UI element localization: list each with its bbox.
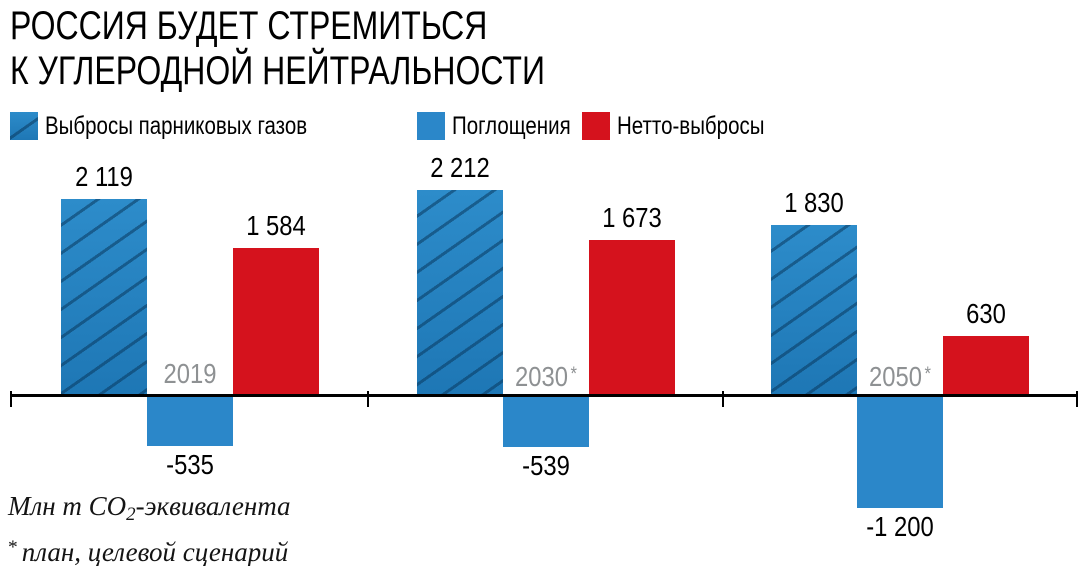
bar-net-2030 — [589, 240, 675, 394]
axis-tick — [722, 391, 724, 407]
footnotes: Млн т CO2-эквивалента * план, целевой сце… — [8, 490, 291, 566]
year-label-2050: 2050 * — [869, 361, 931, 392]
bar-emissions-2030 — [417, 190, 503, 394]
asterisk-note: * план, целевой сценарий — [8, 537, 289, 566]
bar-value-label-net-2019: 1 584 — [246, 210, 306, 241]
page-title: РОССИЯ БУДЕТ СТРЕМИТЬСЯ К УГЛЕРОДНОЙ НЕЙ… — [10, 4, 679, 94]
axis-tick — [367, 391, 369, 407]
bar-absorptions-2050 — [857, 397, 943, 508]
legend-label-absorptions: Поглощения — [452, 112, 571, 140]
axis-tick — [10, 391, 12, 407]
bar-value-label-absorptions-2019: -535 — [166, 449, 214, 480]
units-note: Млн т CO2-эквивалента — [8, 491, 291, 525]
bar-value-label-net-2030: 1 673 — [602, 202, 662, 233]
bar-emissions-2019 — [61, 199, 147, 394]
year-label-2019: 2019 — [163, 358, 217, 389]
legend-swatch-absorptions — [417, 112, 445, 140]
asterisk-icon: * — [570, 363, 577, 385]
bar-value-label-emissions-2030: 2 212 — [430, 152, 490, 183]
bar-value-label-emissions-2050: 1 830 — [784, 187, 844, 218]
bar-absorptions-2019 — [147, 397, 233, 446]
x-axis-line — [10, 394, 1077, 397]
legend-swatch-emissions — [10, 112, 38, 140]
bar-value-label-absorptions-2030: -539 — [522, 450, 570, 481]
subscript-2: 2 — [126, 504, 136, 525]
title-line-2: К УГЛЕРОДНОЙ НЕЙТРАЛЬНОСТИ — [10, 49, 545, 93]
legend-label-net: Нетто-выбросы — [617, 112, 765, 140]
legend-swatch-net — [582, 112, 610, 140]
axis-tick — [1076, 391, 1078, 407]
bar-value-label-net-2050: 630 — [966, 298, 1006, 329]
legend-label-emissions: Выбросы парниковых газов — [45, 112, 308, 140]
bar-emissions-2050 — [771, 225, 857, 394]
bar-value-label-emissions-2019: 2 119 — [75, 161, 133, 192]
bar-net-2050 — [943, 336, 1029, 394]
bar-value-label-absorptions-2050: -1 200 — [866, 511, 934, 542]
title-line-1: РОССИЯ БУДЕТ СТРЕМИТЬСЯ — [10, 4, 488, 48]
bar-net-2019 — [233, 248, 319, 394]
asterisk-marker: * — [8, 537, 18, 558]
year-label-2030: 2030 * — [515, 361, 577, 392]
bar-absorptions-2030 — [503, 397, 589, 447]
asterisk-icon: * — [924, 363, 931, 385]
